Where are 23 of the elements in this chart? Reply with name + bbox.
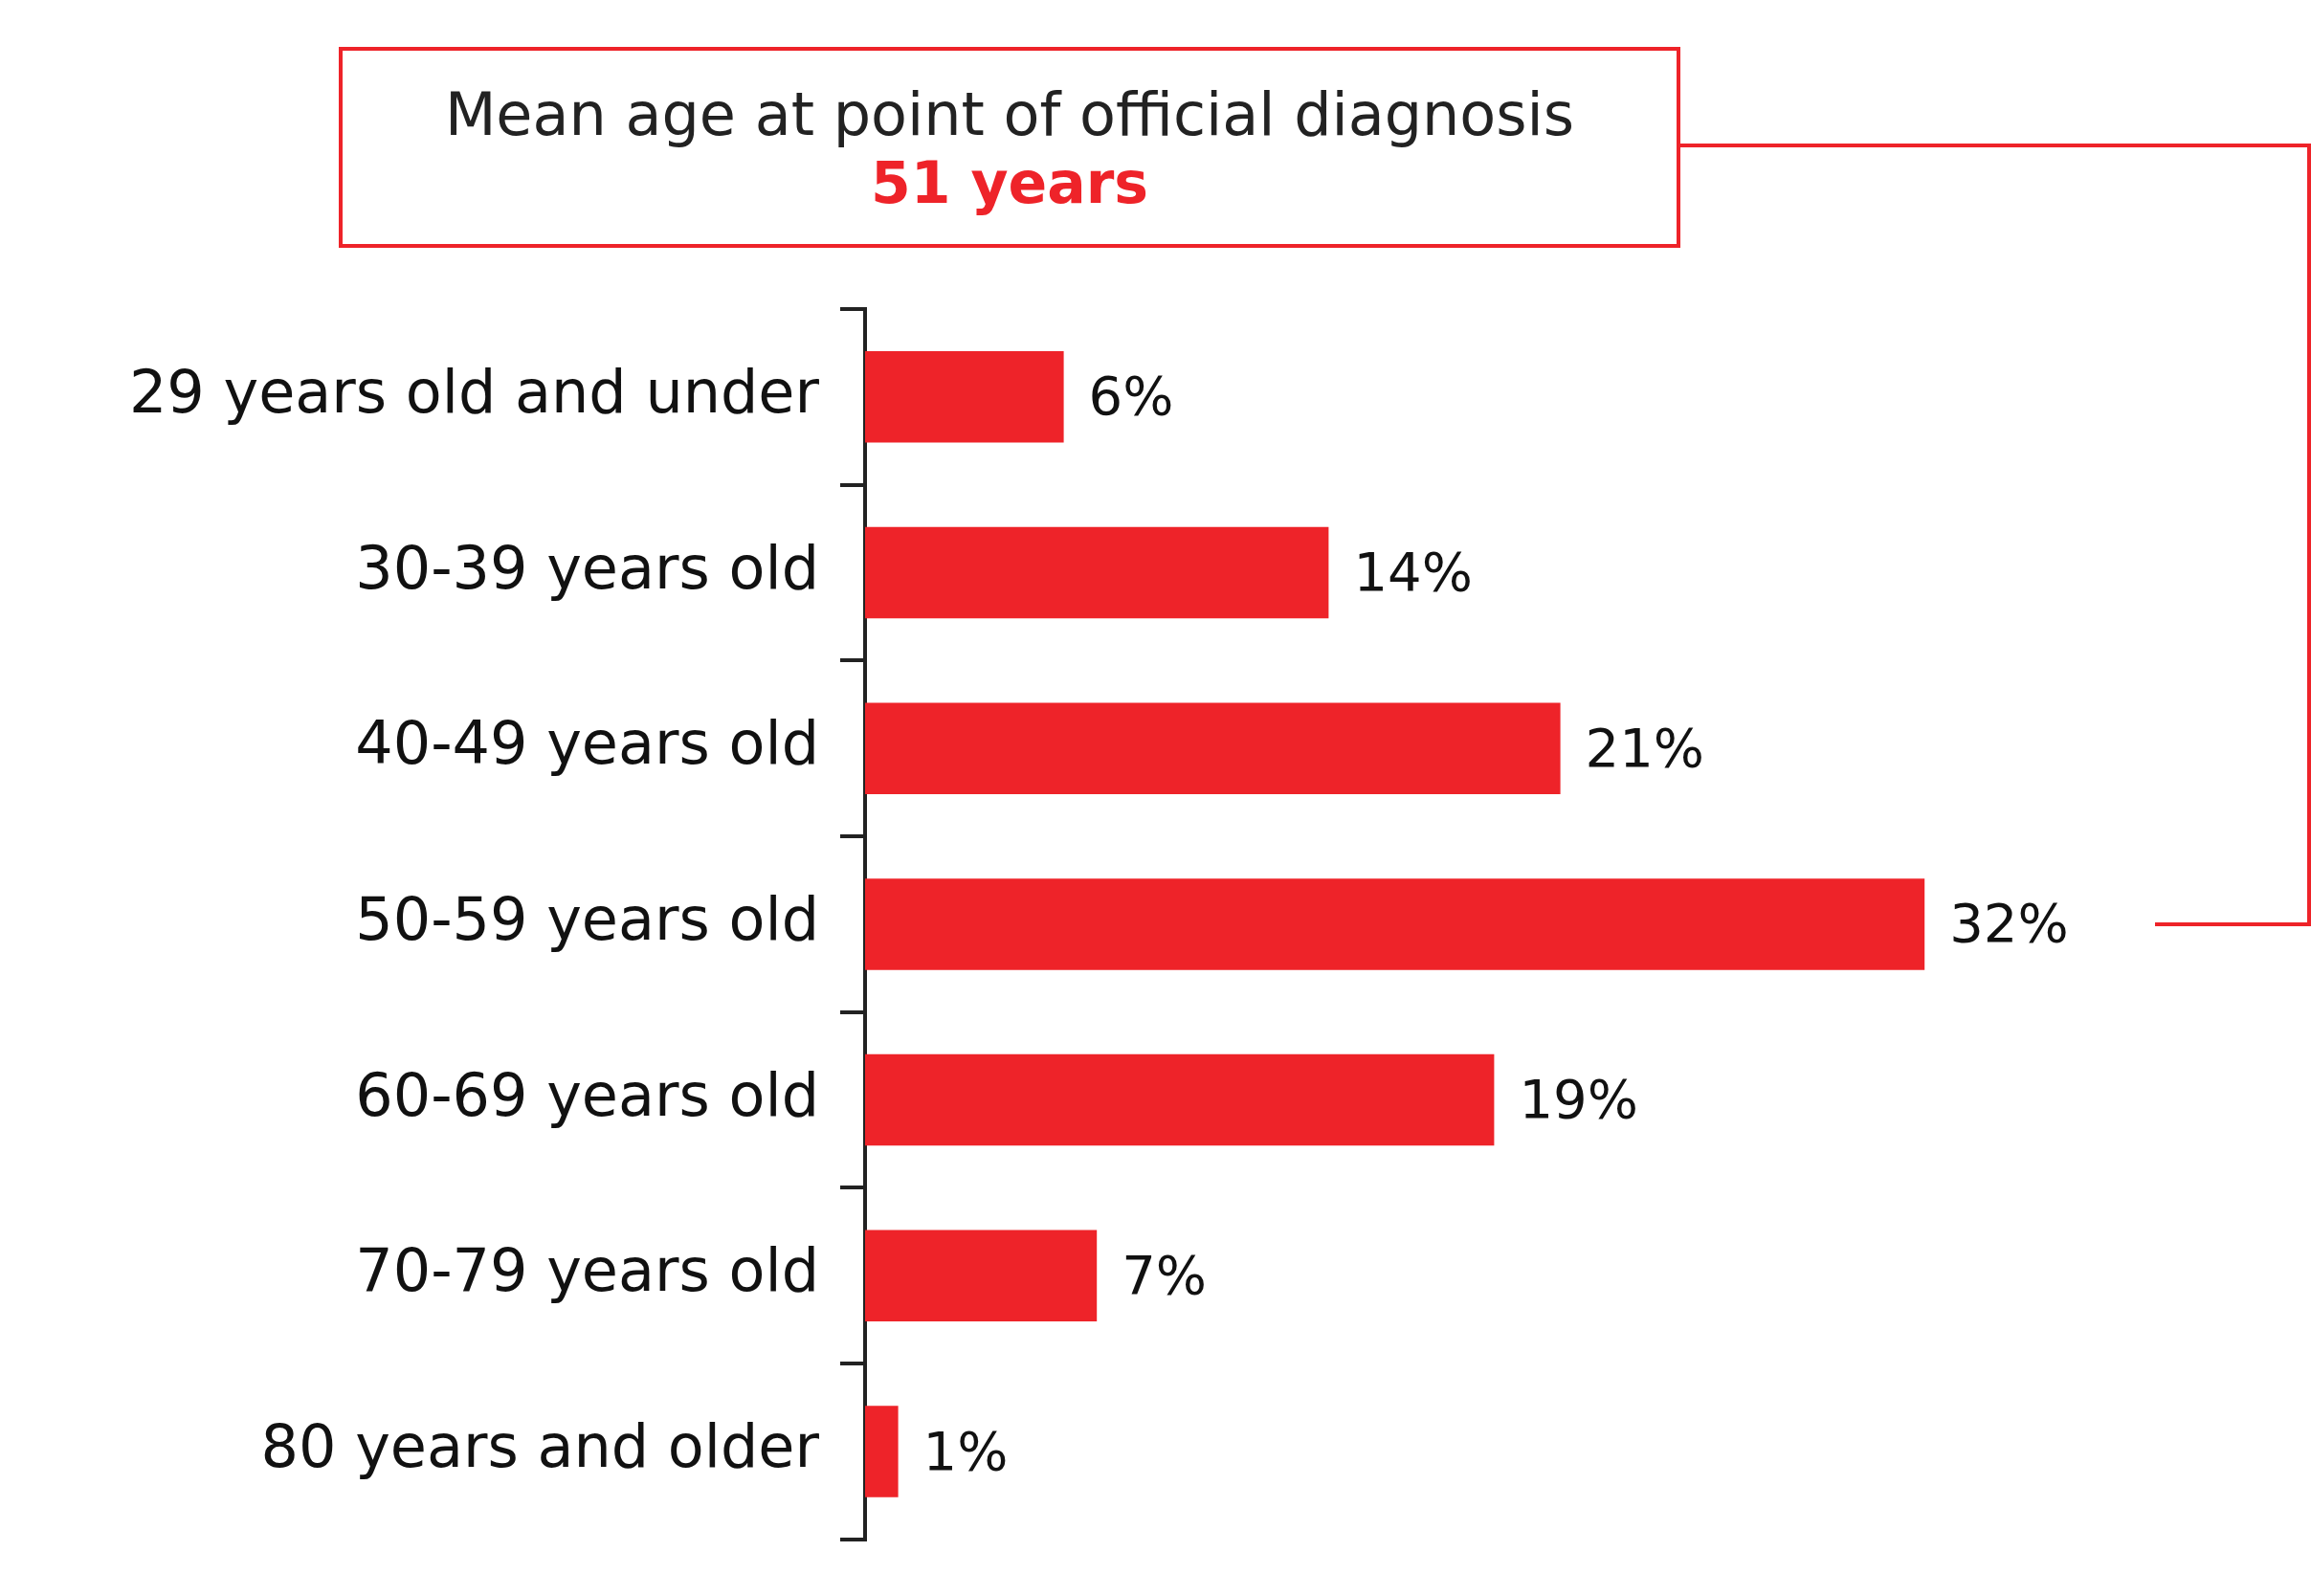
data-label: 6% [1088,365,1174,428]
bar [865,526,1329,619]
data-label: 1% [922,1419,1009,1482]
y-tick-label: 80 years and older [260,1411,820,1482]
text: Mean age at point of official diagnosis [444,78,1575,149]
data-label: 7% [1122,1243,1208,1306]
bar [865,1406,899,1497]
y-tick-label: 29 years old and under [128,356,820,427]
y-tick-label: 40-49 years old [355,708,819,779]
data-label: 32% [1949,892,2069,955]
y-tick-label: 60-69 years old [355,1059,819,1130]
text: 51 years [871,148,1148,216]
bar [865,1053,1495,1146]
bar [865,351,1064,443]
bar [865,1230,1098,1322]
y-tick-label: 30-39 years old [355,532,819,603]
data-label: 14% [1353,541,1473,604]
bar [865,878,1925,970]
bar [865,702,1561,794]
y-tick-label: 70-79 years old [355,1235,819,1306]
data-label: 21% [1585,716,1705,779]
y-tick-label: 50-59 years old [355,884,819,955]
data-label: 19% [1519,1068,1638,1131]
